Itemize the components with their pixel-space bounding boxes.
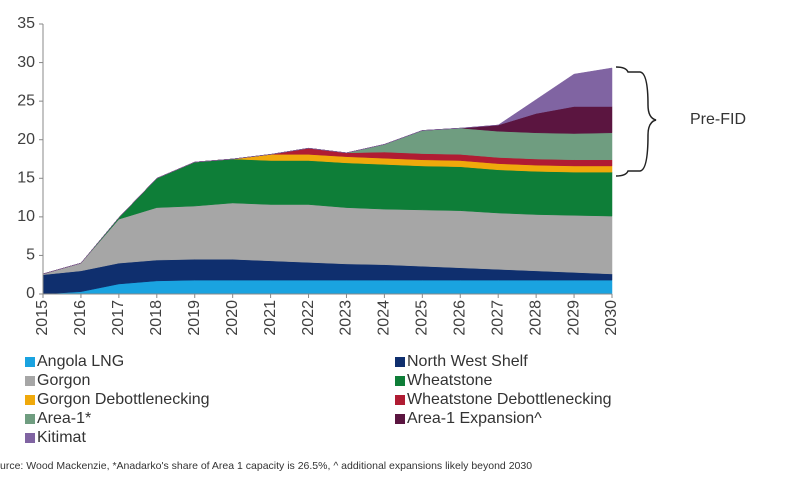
x-tick-label: 2016: [72, 300, 89, 336]
x-tick-label: 2023: [338, 300, 355, 336]
x-tick-label: 2017: [110, 300, 127, 336]
y-tick-label: 20: [17, 131, 35, 148]
x-tick-label: 2030: [603, 300, 620, 336]
legend-label: Area-1 Expansion^: [407, 410, 542, 427]
footnote: urce: Wood Mackenzie, *Anadarko's share …: [0, 460, 532, 472]
x-tick-label: 2024: [376, 300, 393, 336]
y-tick-label: 30: [17, 54, 35, 71]
x-tick-label: 2021: [262, 300, 279, 336]
brace: [615, 66, 657, 177]
y-tick-label: 25: [17, 92, 35, 109]
y-tick-label: 10: [17, 208, 35, 225]
legend-label: Wheatstone: [407, 372, 492, 389]
x-tick-label: 2028: [527, 300, 544, 336]
x-tick-label: 2022: [300, 300, 317, 336]
legend-swatch: [395, 414, 405, 424]
legend-label: Gorgon: [37, 372, 90, 389]
x-tick-label: 2026: [451, 300, 468, 336]
area: [42, 67, 613, 275]
y-tick-label: 0: [26, 285, 35, 302]
legend-label: Angola LNG: [37, 353, 124, 370]
legend-swatch: [25, 395, 35, 405]
x-tick-label: 2015: [34, 300, 51, 336]
y-tick-label: 15: [17, 170, 35, 187]
x-tick-label: 2025: [414, 300, 431, 336]
legend-label: North West Shelf: [407, 353, 528, 370]
legend-swatch: [25, 433, 35, 443]
annotation: Pre-FID: [690, 111, 746, 128]
legend-label: Gorgon Debottlenecking: [37, 391, 210, 408]
x-tick-label: 2029: [565, 300, 582, 336]
x-tick-label: 2020: [224, 300, 241, 336]
legend-swatch: [395, 376, 405, 386]
legend-label: Kitimat: [37, 429, 86, 446]
y-tick-label: 5: [26, 247, 35, 264]
legend-label: Area-1*: [37, 410, 91, 427]
legend-swatch: [395, 395, 405, 405]
x-tick-label: 2019: [186, 300, 203, 336]
legend-label: Wheatstone Debottlenecking: [407, 391, 612, 408]
legend-swatch: [395, 357, 405, 367]
legend-swatch: [25, 357, 35, 367]
legend-swatch: [25, 414, 35, 424]
legend-swatch: [25, 376, 35, 386]
y-tick-label: 35: [17, 15, 35, 32]
x-tick-label: 2018: [148, 300, 165, 336]
x-tick-label: 2027: [489, 300, 506, 336]
